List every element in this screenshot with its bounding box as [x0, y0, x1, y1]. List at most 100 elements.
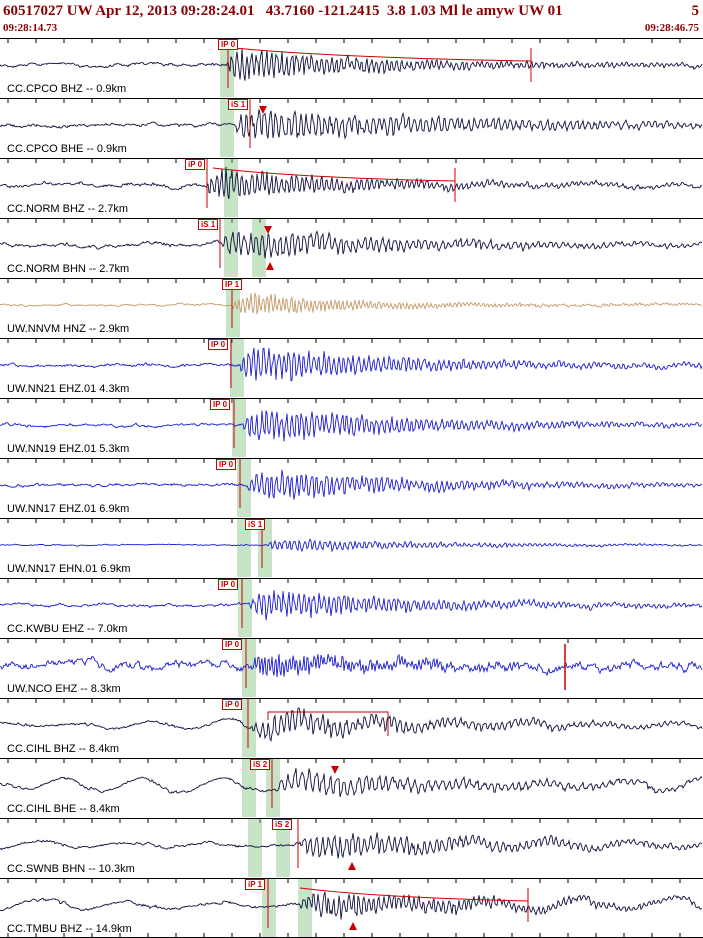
trace-label: CC.NORM BHZ -- 2.7km	[7, 203, 128, 215]
seismogram-trace	[0, 653, 703, 678]
waveform-plot	[0, 398, 703, 457]
phase-pick-flag[interactable]: IP 0	[218, 579, 239, 590]
event-summary: 60517027 UW Apr 12, 2013 09:28:24.01 43.…	[3, 3, 563, 19]
trace-panel[interactable]: UW.NCO EHZ -- 8.3km IP 0	[0, 638, 703, 698]
phase-pick-flag[interactable]: IP 1	[222, 279, 243, 290]
waveform-plot	[0, 758, 703, 817]
trace-panel[interactable]: UW.NN19 EHZ.01 5.3km IP 0	[0, 398, 703, 458]
arrival-window-band	[266, 759, 280, 817]
phase-pick-flag[interactable]: iS 2	[272, 819, 293, 830]
trace-label: CC.CPCO BHZ -- 0.9km	[7, 83, 127, 95]
trace-panel[interactable]: CC.CIHL BHE -- 8.4km iS 2	[0, 758, 703, 818]
arrival-triangle-marker[interactable]	[259, 106, 267, 114]
trace-label: CC.SWNB BHN -- 10.3km	[7, 863, 135, 875]
trace-panel[interactable]: CC.KWBU EHZ -- 7.0km IP 0	[0, 578, 703, 638]
trace-label: CC.CIHL BHZ -- 8.4km	[7, 743, 120, 755]
trace-label: UW.NN17 EHN.01 6.9km	[7, 563, 131, 575]
trace-label: UW.NN17 EHZ.01 6.9km	[7, 503, 130, 515]
phase-pick-flag[interactable]: iS 1	[198, 219, 219, 230]
trace-panel[interactable]: CC.CPCO BHZ -- 0.9km IP 0	[0, 38, 703, 98]
arrival-window-band	[262, 879, 276, 937]
waveform-plot	[0, 98, 703, 157]
waveform-plot	[0, 458, 703, 517]
seismogram-trace	[0, 410, 703, 442]
phase-pick-flag[interactable]: iS 2	[250, 759, 271, 770]
trace-label: CC.KWBU EHZ -- 7.0km	[7, 623, 128, 635]
waveform-plot	[0, 578, 703, 637]
window-end-time: 09:28:46.75	[644, 22, 699, 34]
trace-panel[interactable]: UW.NNVM HNZ -- 2.9km IP 1	[0, 278, 703, 338]
waveform-plot	[0, 518, 703, 577]
time-axis-ticks	[7, 158, 681, 163]
trace-label: CC.CIHL BHE -- 8.4km	[7, 803, 120, 815]
phase-pick-flag[interactable]: iP 1	[245, 879, 266, 890]
seismogram-trace	[0, 166, 703, 199]
phase-pick-flag[interactable]: iS 1	[228, 99, 249, 110]
waveform-plot	[0, 638, 703, 697]
trace-panel[interactable]: CC.SWNB BHN -- 10.3km iS 2	[0, 818, 703, 878]
arrival-window-band	[238, 579, 252, 637]
trace-label: UW.NN19 EHZ.01 5.3km	[7, 443, 130, 455]
trace-label: UW.NNVM HNZ -- 2.9km	[7, 323, 130, 335]
time-axis-ticks	[7, 758, 681, 763]
seismogram-trace	[0, 347, 703, 382]
trace-panel[interactable]: UW.NN17 EHZ.01 6.9km IP 0	[0, 458, 703, 518]
coda-decay-line	[299, 887, 529, 902]
time-axis-ticks	[7, 398, 681, 403]
seismogram-trace	[0, 292, 703, 315]
trace-label: CC.CPCO BHE -- 0.9km	[7, 143, 127, 155]
phase-pick-flag[interactable]: IP 0	[218, 39, 239, 50]
time-window-line: 09:28:14.73 09:28:46.75	[0, 20, 703, 34]
duration-bracket[interactable]	[267, 711, 389, 736]
trace-panel[interactable]: UW.NN21 EHZ.01 4.3km IP 0	[0, 338, 703, 398]
seismogram-trace	[0, 590, 703, 621]
arrival-triangle-marker[interactable]	[331, 766, 339, 774]
arrival-window-band	[220, 39, 234, 97]
coda-decay-line	[212, 167, 456, 182]
trace-panel[interactable]: CC.NORM BHN -- 2.7km iS 1	[0, 218, 703, 278]
phase-pick-flag[interactable]: iS 1	[245, 519, 266, 530]
waveform-plot	[0, 278, 703, 337]
phase-pick-flag[interactable]: IP 0	[222, 639, 243, 650]
waveform-plot	[0, 218, 703, 277]
arrival-window-band	[237, 459, 251, 517]
arrival-triangle-marker[interactable]	[264, 226, 272, 234]
seismogram-trace	[0, 768, 703, 798]
window-start-time: 09:28:14.73	[3, 22, 58, 34]
time-axis-ticks	[7, 878, 681, 883]
time-axis-ticks	[7, 818, 681, 823]
trace-list: CC.CPCO BHZ -- 0.9km IP 0 CC.CPCO BHE -- 0…	[0, 38, 703, 938]
time-axis-ticks	[7, 338, 681, 343]
arrival-window-band	[224, 219, 238, 277]
trace-label: CC.NORM BHN -- 2.7km	[7, 263, 130, 275]
trace-panel[interactable]: CC.TMBU BHZ -- 14.9km iP 1	[0, 878, 703, 938]
seismogram-trace	[0, 469, 702, 500]
phase-pick-flag[interactable]: IP 0	[216, 459, 237, 470]
arrival-window-band	[224, 159, 238, 217]
trace-panel[interactable]: CC.NORM BHZ -- 2.7km iP 0	[0, 158, 703, 218]
trace-label: UW.NN21 EHZ.01 4.3km	[7, 383, 130, 395]
phase-pick-flag[interactable]: iP 0	[185, 159, 206, 170]
phase-pick-flag[interactable]: IP 0	[208, 339, 229, 350]
time-axis-ticks	[7, 518, 681, 523]
trace-panel[interactable]: CC.CPCO BHE -- 0.9km iS 1	[0, 98, 703, 158]
seismogram-trace	[0, 891, 703, 920]
phase-pick-flag[interactable]: IP 0	[210, 399, 231, 410]
trace-panel[interactable]: CC.CIHL BHZ -- 8.4km iP 0	[0, 698, 703, 758]
seismogram-trace	[0, 230, 703, 259]
waveform-plot	[0, 158, 703, 217]
header: 60517027 UW Apr 12, 2013 09:28:24.01 43.…	[0, 0, 703, 38]
arrival-window-band	[252, 219, 266, 277]
arrival-triangle-marker[interactable]	[349, 922, 357, 930]
arrival-triangle-marker[interactable]	[266, 262, 274, 270]
arrival-window-band	[230, 339, 244, 397]
trace-panel[interactable]: UW.NN17 EHN.01 6.9km iS 1	[0, 518, 703, 578]
seismogram-trace	[0, 832, 703, 859]
arrival-triangle-marker[interactable]	[348, 862, 356, 870]
phase-pick-flag[interactable]: iP 0	[222, 699, 243, 710]
waveform-plot	[0, 818, 703, 877]
arrival-window-band	[232, 399, 246, 457]
waveform-plot	[0, 338, 703, 397]
page-number: 5	[691, 3, 700, 19]
seismogram-trace	[0, 109, 703, 140]
